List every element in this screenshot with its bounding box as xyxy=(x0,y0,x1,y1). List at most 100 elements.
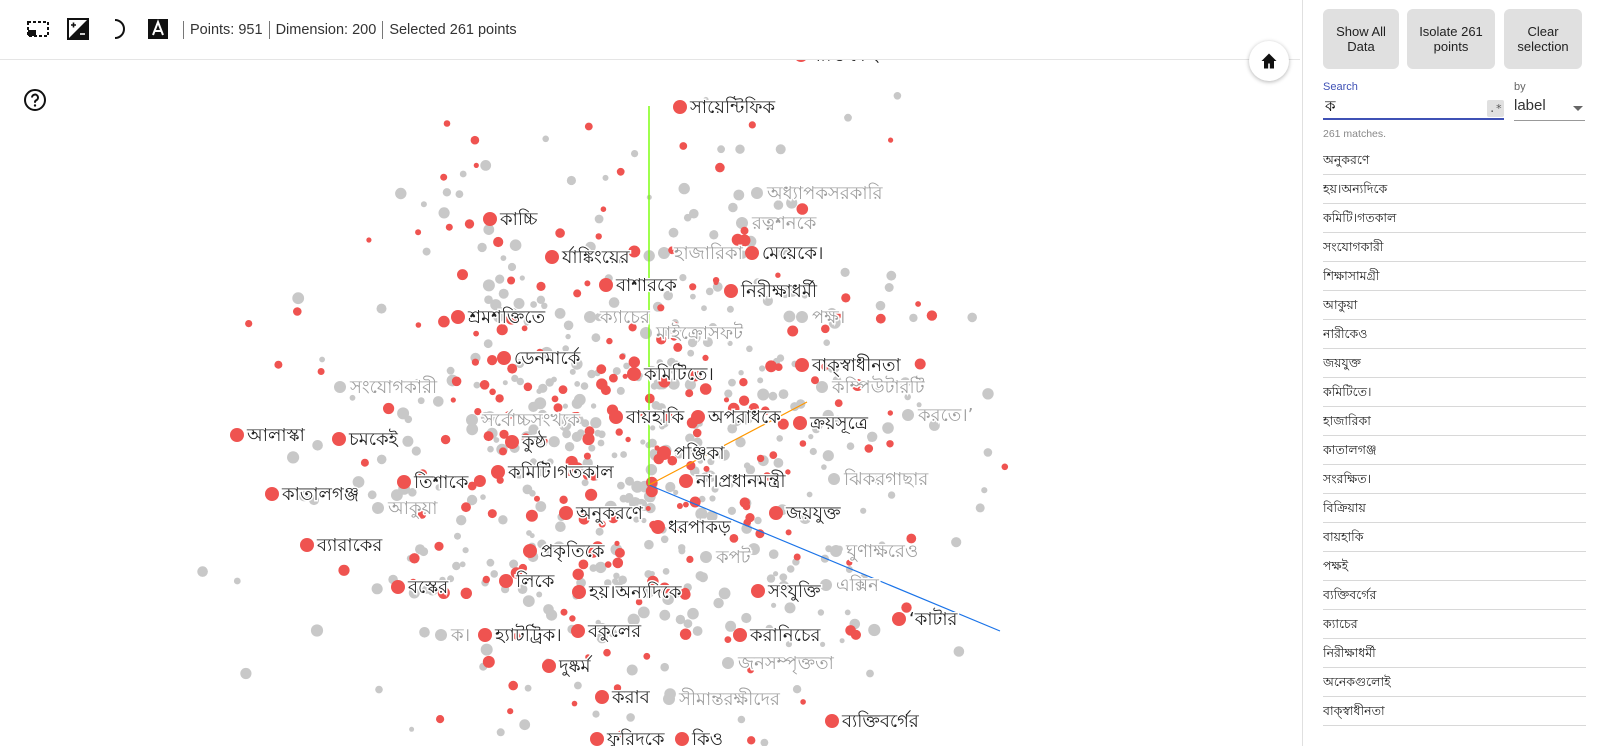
selected-point xyxy=(366,237,372,243)
result-item[interactable]: ব্যক্তিবর্গের xyxy=(1323,581,1586,610)
point xyxy=(480,160,492,171)
point xyxy=(376,454,387,465)
night-mode-icon[interactable] xyxy=(66,17,90,41)
point xyxy=(371,583,383,595)
point xyxy=(537,469,545,477)
point xyxy=(796,513,803,520)
point xyxy=(776,435,783,442)
point xyxy=(422,247,431,256)
clear-selection-button[interactable]: Clear selection xyxy=(1504,9,1582,69)
search-input[interactable] xyxy=(1323,96,1504,120)
help-icon[interactable] xyxy=(23,88,47,112)
labeled-point xyxy=(391,580,405,594)
result-item[interactable]: কমিটিতে। xyxy=(1323,378,1586,407)
labeled-point xyxy=(736,217,748,229)
search-by-label: by xyxy=(1514,81,1526,93)
result-item[interactable]: অনুকরণে xyxy=(1323,146,1586,175)
result-item[interactable]: পক্ষই xyxy=(1323,552,1586,581)
selected-point xyxy=(436,715,445,724)
point xyxy=(778,580,790,592)
point-label: বস্কের xyxy=(407,577,449,598)
point xyxy=(650,425,656,431)
selected-point xyxy=(569,412,580,422)
labeled-point xyxy=(673,100,687,114)
selected-point xyxy=(482,655,495,668)
selected-point xyxy=(670,332,678,341)
point xyxy=(456,515,467,526)
result-item[interactable]: ক্যাচের xyxy=(1323,610,1586,639)
selected-point xyxy=(521,433,530,441)
selected-point xyxy=(583,452,591,460)
result-item[interactable]: হাজারিকা xyxy=(1323,407,1586,436)
selected-point xyxy=(628,245,641,258)
selected-point xyxy=(747,736,756,745)
point-label: হ্যাটট্রিক। xyxy=(494,624,562,646)
selected-point xyxy=(523,382,533,392)
result-item[interactable]: শিক্ষাসামগ্রী xyxy=(1323,262,1586,291)
point xyxy=(882,422,894,434)
result-item[interactable]: হয়।অন্যদিকে xyxy=(1323,175,1586,204)
point xyxy=(564,442,575,452)
selected-point xyxy=(553,403,563,413)
search-by-select[interactable]: label xyxy=(1514,97,1585,121)
contrast-moon-icon[interactable] xyxy=(106,17,130,41)
point xyxy=(454,532,461,540)
regex-toggle-button[interactable]: .* xyxy=(1487,100,1504,117)
selected-point xyxy=(505,313,517,325)
selected-point xyxy=(686,555,694,564)
selected-point xyxy=(628,356,640,368)
selected-point xyxy=(467,481,477,491)
result-item[interactable]: সংযোগকারী xyxy=(1323,233,1586,262)
label-font-icon[interactable] xyxy=(146,17,170,41)
selected-point xyxy=(595,233,602,240)
result-item[interactable]: কাতালগঞ্জ xyxy=(1323,436,1586,465)
point xyxy=(590,417,602,429)
labeled-point xyxy=(828,473,840,485)
projection-plot[interactable]: ব্যক্তিকেই সায়েন্টিফিক অধ্যাপকসরকারি রত্নশ… xyxy=(0,60,1302,746)
point-label: লিকে xyxy=(515,571,555,592)
result-item[interactable]: নিরীক্ষাধর্মী xyxy=(1323,639,1586,668)
point xyxy=(563,320,574,331)
point xyxy=(541,302,548,309)
point xyxy=(594,214,604,224)
point xyxy=(656,359,664,366)
point-label: কমিটি।গতকাল xyxy=(507,461,614,483)
labeled-point xyxy=(892,612,906,626)
point xyxy=(587,369,596,379)
points-count: Points: 951 xyxy=(190,22,263,38)
result-item[interactable]: নারীকেও xyxy=(1323,320,1586,349)
result-item[interactable]: জয়যুক্ত xyxy=(1323,349,1586,378)
projection-canvas[interactable]: ব্যক্তিকেই সায়েন্টিফিক অধ্যাপকসরকারি রত্নশ… xyxy=(0,60,1302,746)
point xyxy=(376,303,387,314)
selected-point xyxy=(667,455,678,466)
result-item[interactable]: বায়হাকি xyxy=(1323,523,1586,552)
labeled-point xyxy=(745,246,759,260)
selected-point xyxy=(748,121,756,129)
search-by-value: label xyxy=(1514,97,1546,114)
selected-point xyxy=(677,525,684,532)
point xyxy=(536,591,543,598)
result-item[interactable]: সংরক্ষিত। xyxy=(1323,465,1586,494)
point xyxy=(514,468,525,479)
point-label: করাব xyxy=(611,687,651,708)
point xyxy=(353,477,361,485)
selected-point xyxy=(482,575,490,584)
selected-point xyxy=(443,120,451,127)
selected-point xyxy=(799,440,807,447)
point xyxy=(757,377,764,384)
result-item[interactable]: আকুয়া xyxy=(1323,291,1586,320)
show-all-data-button[interactable]: Show All Data xyxy=(1323,9,1399,69)
point xyxy=(695,507,708,520)
isolate-points-button[interactable]: Isolate 261 points xyxy=(1407,9,1495,69)
box-select-icon[interactable] xyxy=(26,17,50,41)
result-item[interactable]: কমিটি।গতকাল xyxy=(1323,204,1586,233)
point-label: প্রকৃতিকে xyxy=(540,541,605,563)
result-item[interactable]: বিক্রিয়ায় xyxy=(1323,494,1586,523)
point-label: বকুলের xyxy=(587,621,642,642)
reset-view-button[interactable] xyxy=(1249,41,1289,81)
point xyxy=(459,561,466,568)
toolbar: Points: 951 Dimension: 200 Selected 261 … xyxy=(0,0,1300,60)
labeled-point xyxy=(230,428,244,442)
result-item[interactable]: বাক্‌স্বাধীনতা xyxy=(1323,697,1586,726)
result-item[interactable]: অনেকগুলোই xyxy=(1323,668,1586,697)
